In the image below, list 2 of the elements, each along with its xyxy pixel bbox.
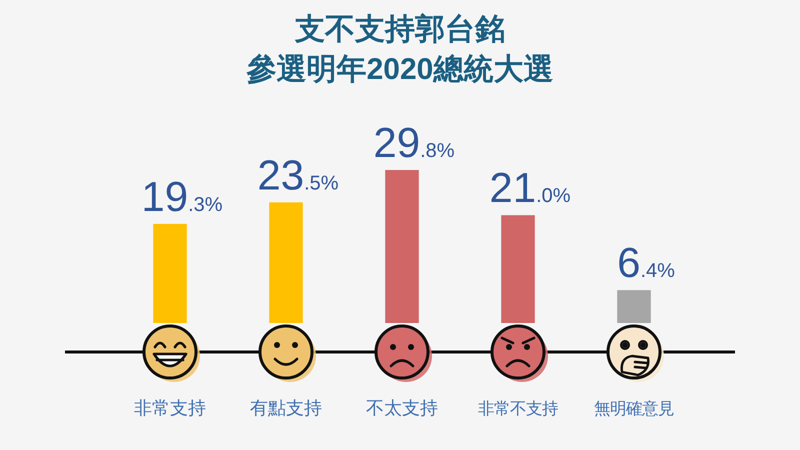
title: 支不支持郭台銘 — [295, 13, 505, 46]
subtitle: 參選明年2020總統大選 — [246, 53, 554, 86]
